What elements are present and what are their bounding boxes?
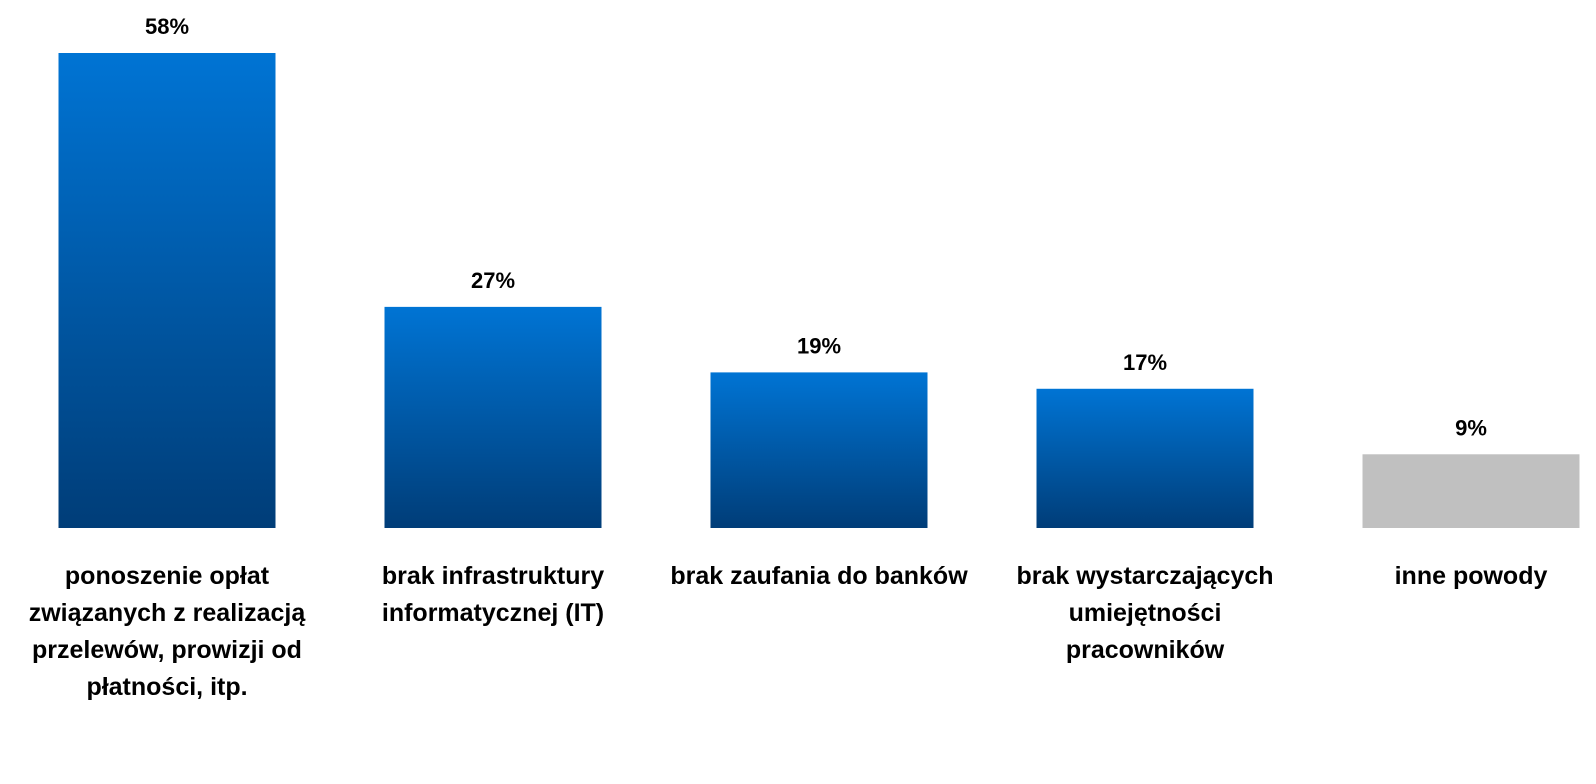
value-label: 58% [145,14,189,39]
value-label: 19% [797,333,841,358]
bar [1362,454,1580,528]
value-label: 27% [471,268,515,293]
bar [1036,388,1254,528]
category-label: inne powody [1394,562,1548,590]
value-label: 17% [1123,350,1167,375]
bar [58,53,276,528]
bar [384,306,602,528]
category-label: brak wystarczających umiejętności pracow… [1016,562,1274,664]
category-label: brak infrastruktury informatycznej (IT) [381,562,605,627]
bar [710,372,928,528]
value-label: 9% [1455,415,1487,440]
category-label: brak zaufania do banków [670,562,968,590]
category-label: ponoszenie opłat związanych z realizacją… [28,562,306,701]
